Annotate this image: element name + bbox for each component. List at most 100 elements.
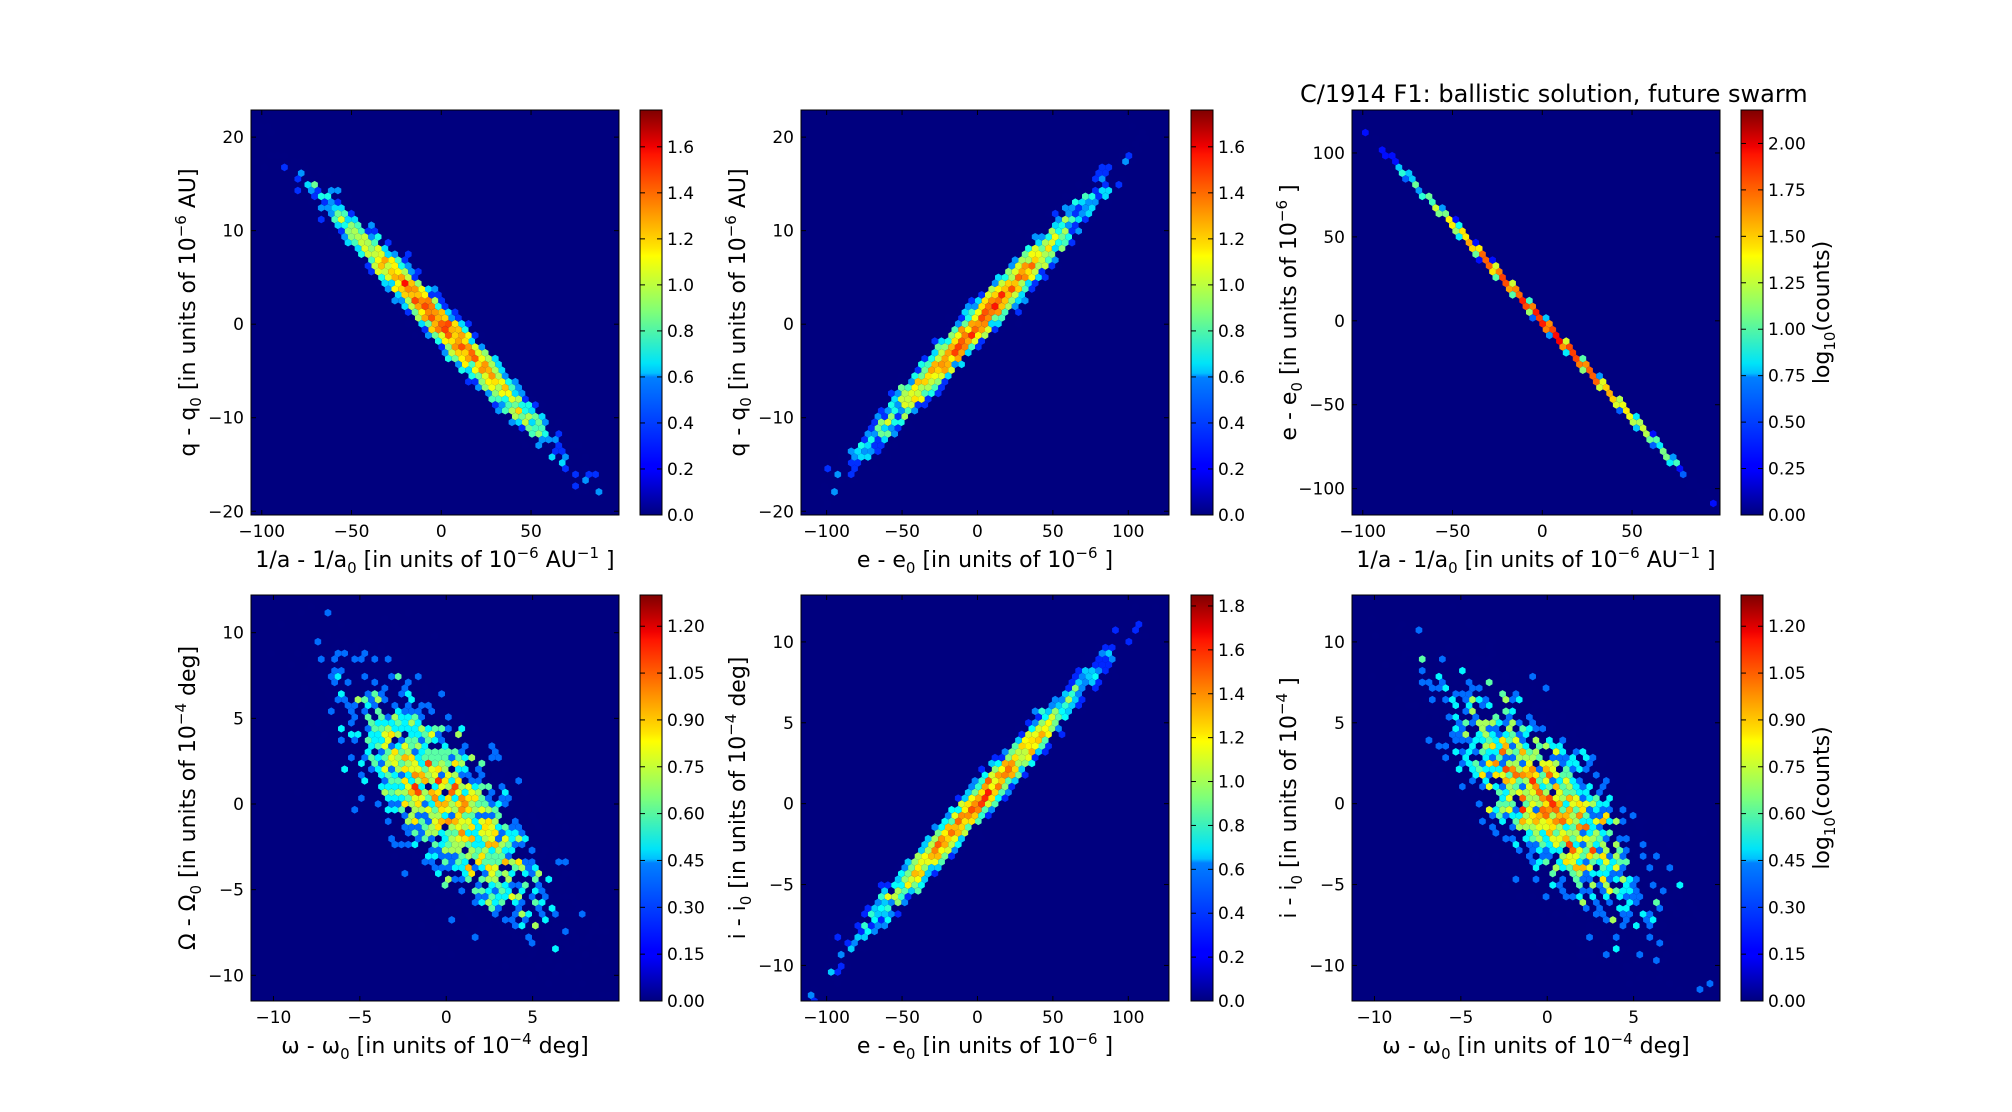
hexbin-cell	[1479, 817, 1486, 826]
hexbin-cell	[351, 805, 359, 814]
hexbin-cell	[455, 730, 462, 739]
hexbin-cell	[1602, 892, 1610, 901]
hexbin-cell	[431, 771, 439, 779]
hexbin-cell	[511, 921, 519, 930]
hexbin-cell	[1596, 892, 1603, 901]
hexbin-cell	[371, 678, 379, 687]
hexbin-cell	[1559, 875, 1567, 884]
hexbin-cell	[558, 921, 566, 930]
hexbin-cell	[1085, 198, 1093, 206]
hexbin-cell	[441, 834, 449, 843]
hexbin-cell	[1135, 620, 1143, 629]
hexbin-cell	[1576, 892, 1583, 901]
colorbar-tick-label: 0.0	[1218, 506, 1245, 526]
hexbin-cell	[1445, 690, 1453, 698]
hexbin-cell	[425, 331, 432, 340]
hexbin-cell	[428, 788, 435, 797]
hexbin-cell	[1629, 811, 1637, 820]
hexbin-cell	[1472, 852, 1480, 860]
hexbin-cell	[1105, 163, 1113, 172]
hexbin-cell	[548, 788, 556, 797]
hexbin-cell	[1462, 765, 1470, 774]
hexbin-cell	[1142, 620, 1149, 629]
hexbin-cell	[1082, 655, 1089, 663]
hexbin-cell	[344, 701, 352, 710]
hexbin-cell	[1592, 898, 1600, 907]
hexbin-cell	[361, 707, 369, 716]
hexbin-cell	[334, 649, 342, 658]
hexbin-cell	[653, 563, 660, 571]
hexbin-cell	[368, 256, 375, 264]
hexbin-cell	[1582, 695, 1590, 704]
hexbin-cell	[1465, 238, 1473, 247]
hexbin-cell	[1626, 412, 1633, 421]
hexbin-cell	[458, 319, 466, 328]
hexbin-cell	[495, 753, 502, 762]
hexbin-cell	[1492, 759, 1500, 768]
hexbin-cell	[488, 846, 496, 855]
hexbin-cell	[331, 666, 338, 675]
hexbin-cell	[1512, 794, 1520, 802]
hexbin-cell	[1028, 759, 1036, 768]
hexbin-cell	[934, 377, 942, 386]
hexbin-cell	[1018, 765, 1026, 774]
hexbin-cell	[1522, 823, 1530, 831]
hexbin-cell	[468, 881, 476, 889]
x-tick-label: −100	[1339, 522, 1386, 542]
hexbin-cell	[1619, 852, 1627, 860]
hexbin-cell	[568, 869, 576, 878]
hexbin-cell	[1549, 765, 1557, 774]
hexbin-cell	[1462, 730, 1470, 739]
hexbin-cell	[1455, 649, 1463, 658]
label-part: ω - ω	[1382, 1034, 1441, 1059]
hexbin-cell	[1522, 719, 1530, 727]
hexbin-cell	[522, 430, 529, 438]
hexbin-cell	[1602, 811, 1610, 820]
hexbin-cell	[391, 840, 399, 849]
hexbin-cell	[327, 233, 335, 241]
hexbin-cell	[1649, 441, 1657, 450]
hexbin-cell	[1011, 742, 1019, 750]
hexbin-cell	[1479, 805, 1486, 814]
hexbin-cell	[1485, 771, 1493, 779]
hexbin-cell	[455, 348, 462, 357]
x-axis-label: ω - ω0 [in units of 10−4 deg]	[1382, 1030, 1689, 1063]
x-tick-label: −5	[1448, 1008, 1473, 1028]
hexbin-cell	[522, 834, 529, 843]
hexbin-cell	[1018, 753, 1026, 762]
hexbin-cell	[341, 695, 348, 704]
hexbin-cell	[1532, 817, 1540, 826]
hexbin-cell	[461, 314, 469, 322]
hexbin-cell	[404, 701, 412, 710]
hexbin-cell	[1552, 331, 1560, 340]
hexbin-cell	[595, 916, 603, 924]
hexbin-cell	[1055, 227, 1062, 235]
hexbin-cell	[398, 262, 405, 270]
hexbin-cell	[1068, 690, 1076, 698]
hexbin-cell	[488, 383, 496, 392]
hexbin-cell	[478, 887, 486, 895]
label-part: −4	[1273, 693, 1291, 715]
hexbin-cell	[338, 724, 345, 733]
hexbin-cell	[481, 834, 489, 843]
hexbin-cell	[558, 910, 566, 918]
hexbin-cell	[321, 221, 328, 230]
x-axis-label: 1/a - 1/a0 [in units of 10−6 AU−1 ]	[255, 544, 614, 577]
hexbin-cells	[251, 122, 660, 571]
hexbin-cell	[501, 858, 509, 866]
hexbin-cell	[338, 713, 345, 721]
hexbin-cell	[461, 765, 469, 774]
hexbin-cell	[1592, 805, 1600, 814]
hexbin-cell	[1602, 383, 1610, 392]
hexbin-cell	[371, 736, 379, 745]
hexbin-cell	[334, 661, 342, 669]
hexbin-cell	[1589, 869, 1597, 878]
hexbin-cell	[565, 968, 573, 976]
hexbin-cell	[1512, 840, 1520, 849]
hexbin-cell	[451, 875, 459, 884]
hexbin-cell	[394, 707, 402, 716]
hexbin-cell	[481, 788, 489, 797]
hexbin-cell	[461, 869, 469, 878]
hexbin-cell	[471, 354, 479, 363]
hexbin-cell	[998, 279, 1006, 288]
